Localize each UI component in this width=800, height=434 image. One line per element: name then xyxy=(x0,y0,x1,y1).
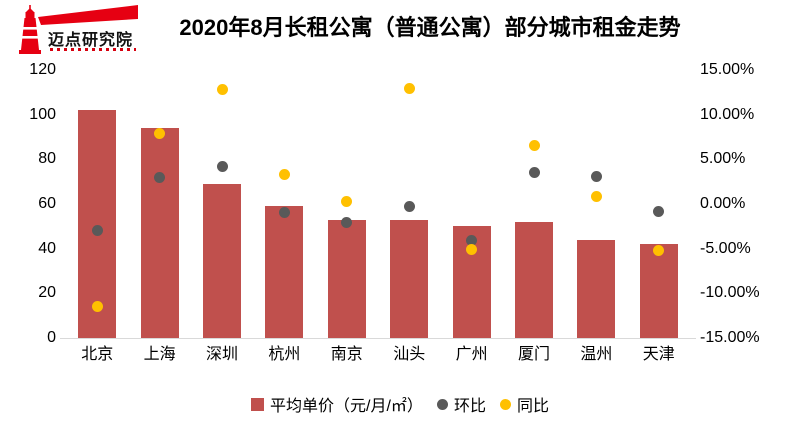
lighthouse-icon xyxy=(19,5,138,54)
mom-dot xyxy=(154,171,166,183)
mom-dot xyxy=(653,205,665,217)
legend-label: 平均单价（元/月/㎡） xyxy=(270,398,423,415)
mom-dot xyxy=(590,170,602,182)
left-axis-tick: 120 xyxy=(29,61,56,78)
bar xyxy=(78,110,117,338)
bar xyxy=(203,183,241,338)
yoy-dot xyxy=(154,127,166,139)
mom-dot xyxy=(278,206,290,218)
legend-item: 平均单价（元/月/㎡） xyxy=(251,392,423,416)
logo: 迈点研究院 xyxy=(12,4,152,58)
yoy-dot xyxy=(341,195,353,207)
logo-subtext xyxy=(50,48,136,51)
legend-square-icon xyxy=(251,397,265,411)
legend-circle-icon xyxy=(436,398,448,410)
mom-dot xyxy=(466,235,478,247)
mom-dot xyxy=(403,201,415,213)
yoy-dot xyxy=(216,84,228,96)
right-axis-tick: 0.00% xyxy=(700,195,746,212)
yoy-dot xyxy=(91,301,103,313)
x-label: 深圳 xyxy=(205,346,238,363)
yoy-dot xyxy=(590,191,602,203)
x-axis-line xyxy=(60,338,696,339)
legend-circle-icon xyxy=(499,398,511,410)
bar xyxy=(390,219,429,338)
left-axis-tick: 0 xyxy=(47,329,56,346)
mom-dot xyxy=(91,225,103,237)
x-label: 杭州 xyxy=(268,346,301,363)
right-axis-tick: 15.00% xyxy=(700,61,755,78)
yoy-dot xyxy=(403,83,415,95)
legend-item: 环比 xyxy=(436,392,486,416)
right-axis-tick: 10.00% xyxy=(700,105,755,123)
bar xyxy=(327,219,366,338)
x-label: 天津 xyxy=(642,346,675,363)
mom-dot xyxy=(528,167,540,179)
x-label: 汕头 xyxy=(393,346,426,363)
legend-item: 同比 xyxy=(499,392,549,416)
bar xyxy=(515,221,553,338)
bar xyxy=(140,128,179,338)
left-axis-tick: 20 xyxy=(38,284,56,302)
chart-title: 2020年8月长租公寓（普通公寓）部分城市租金走势 xyxy=(179,15,681,40)
left-axis-tick: 100 xyxy=(29,105,56,123)
left-axis-tick: 80 xyxy=(38,150,56,168)
mom-dot xyxy=(216,160,228,172)
x-label: 广州 xyxy=(455,346,488,363)
bar xyxy=(577,239,616,338)
left-axis-tick: 40 xyxy=(38,239,56,257)
yoy-dot xyxy=(528,139,540,151)
x-label: 北京 xyxy=(81,346,114,363)
x-label: 南京 xyxy=(330,346,363,363)
x-label: 上海 xyxy=(143,346,176,363)
right-axis-tick: -10.00% xyxy=(700,284,760,302)
left-axis-tick: 60 xyxy=(38,195,56,212)
right-axis-tick: -15.00% xyxy=(700,329,760,346)
yoy-dot xyxy=(278,169,290,181)
right-axis-tick: -5.00% xyxy=(700,239,751,257)
x-label: 厦门 xyxy=(517,346,550,363)
mom-dot xyxy=(341,217,353,229)
x-label: 温州 xyxy=(580,346,613,363)
legend: 平均单价（元/月/㎡） 环比 同比 xyxy=(0,392,800,416)
bar xyxy=(639,244,678,338)
legend-label: 同比 xyxy=(516,398,549,415)
logo-text: 迈点研究院 xyxy=(48,32,134,49)
legend-label: 环比 xyxy=(453,398,486,415)
yoy-dot xyxy=(466,244,478,256)
yoy-dot xyxy=(653,244,665,256)
right-axis-tick: 5.00% xyxy=(700,150,746,168)
bar xyxy=(265,206,304,338)
